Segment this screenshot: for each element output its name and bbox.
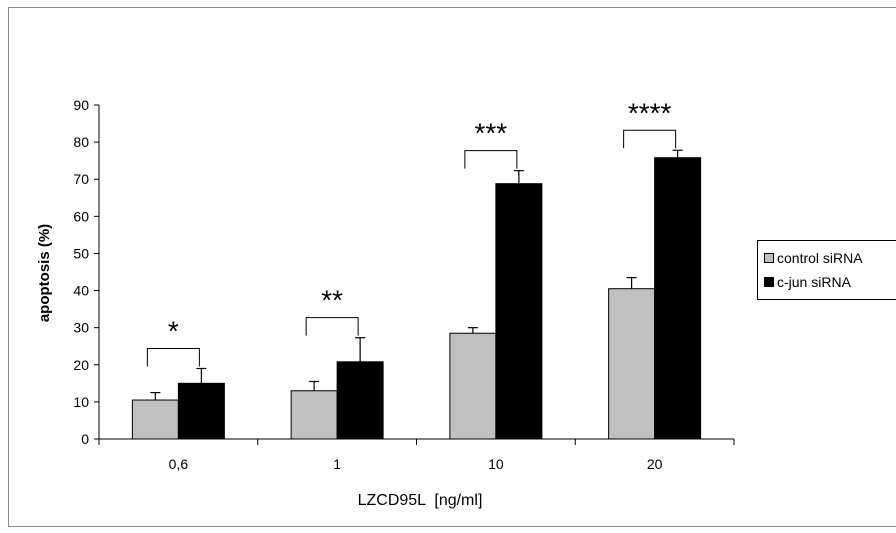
significance-bracket [146,347,200,367]
chart-legend: control siRNA c-jun siRNA [757,240,896,300]
significance-marker: ** [321,285,343,316]
x-tick-label: 10 [488,456,504,472]
legend-swatch-control [764,253,774,263]
chart-bars [131,149,702,440]
significance-marker: * [168,315,179,346]
bar-control-sirna [290,390,338,440]
x-tick-label: 20 [647,456,663,472]
bar-cjun-sirna [177,382,225,440]
legend-label-control: control siRNA [777,250,863,266]
y-tick-label: 70 [73,171,89,187]
bar-cjun-sirna [495,183,543,440]
significance-marker: *** [475,118,508,149]
y-axis-label: apoptosis (%) [36,224,53,322]
significance-annotations: ********** [146,97,677,367]
bar-cjun-sirna [336,361,384,440]
x-axis-label: LZCD95L [ng/ml] [358,492,483,509]
chart-frame [8,7,896,527]
significance-bracket [464,150,518,169]
significance-bracket [305,317,359,336]
significance-bracket [623,129,677,149]
y-tick-label: 60 [73,208,89,224]
legend-label-cjun: c-jun siRNA [777,274,851,290]
y-tick-label: 90 [73,97,89,113]
x-tick-label: 1 [333,456,341,472]
significance-marker: **** [628,97,672,128]
y-tick-label: 0 [81,431,89,447]
bar-cjun-sirna [654,157,702,440]
bar-control-sirna [449,332,497,440]
legend-swatch-cjun [764,277,774,287]
y-tick-label: 30 [73,320,89,336]
bar-control-sirna [608,288,656,440]
y-tick-label: 50 [73,245,89,261]
legend-item-cjun: c-jun siRNA [764,274,851,290]
y-tick-label: 10 [73,394,89,410]
x-tick-label: 0,6 [169,456,189,472]
y-tick-label: 20 [73,357,89,373]
y-tick-label: 40 [73,283,89,299]
legend-item-control: control siRNA [764,250,863,266]
bar-control-sirna [131,399,179,440]
y-tick-label: 80 [73,134,89,150]
